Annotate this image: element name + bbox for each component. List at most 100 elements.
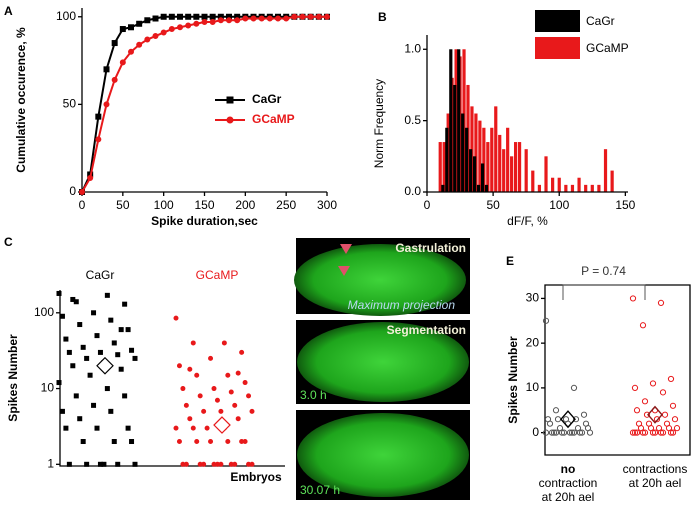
point xyxy=(160,29,167,36)
bar xyxy=(478,120,482,192)
point xyxy=(209,13,216,20)
point xyxy=(580,411,588,418)
x-tick-label: 100 xyxy=(154,198,174,212)
bar xyxy=(474,113,478,192)
significance-bracket xyxy=(562,284,646,300)
point xyxy=(122,393,128,399)
x-axis-label: dF/F, % xyxy=(507,214,548,228)
point xyxy=(132,355,138,361)
y-tick-label: 0 xyxy=(69,184,76,198)
annotation: P = 0.74 xyxy=(581,264,626,278)
point xyxy=(266,15,273,22)
point xyxy=(228,389,234,395)
point xyxy=(168,26,175,33)
point xyxy=(84,355,90,361)
point xyxy=(641,398,649,405)
legend-marker xyxy=(226,116,234,124)
point xyxy=(242,15,249,22)
point xyxy=(669,429,677,436)
legend-label: CaGr xyxy=(252,92,282,106)
bar xyxy=(457,49,461,192)
point xyxy=(667,429,675,436)
point xyxy=(201,13,208,20)
image-time: 30.07 h xyxy=(300,483,340,497)
point xyxy=(242,380,248,386)
point xyxy=(103,66,110,73)
point xyxy=(661,411,669,418)
point xyxy=(201,408,207,414)
point xyxy=(246,393,252,399)
point xyxy=(197,393,203,399)
bar xyxy=(473,156,477,192)
point xyxy=(66,461,72,467)
point xyxy=(550,429,558,436)
point xyxy=(249,461,255,467)
embryo xyxy=(297,322,469,402)
bar xyxy=(590,184,594,192)
point xyxy=(226,17,232,24)
point xyxy=(548,429,556,436)
point xyxy=(208,355,214,361)
point xyxy=(119,59,126,66)
point xyxy=(649,380,657,387)
point xyxy=(132,461,138,467)
point xyxy=(659,429,667,436)
point xyxy=(63,336,69,342)
point xyxy=(217,17,224,24)
bar xyxy=(506,127,510,192)
bar xyxy=(577,177,581,192)
point xyxy=(160,13,167,20)
point xyxy=(659,389,667,396)
point xyxy=(152,33,159,40)
point xyxy=(250,15,257,22)
bar xyxy=(584,184,588,192)
point xyxy=(94,425,100,431)
x-tick-label: at 20h ael xyxy=(629,476,682,490)
bar xyxy=(517,142,522,192)
point xyxy=(91,402,97,408)
point xyxy=(173,315,179,321)
point xyxy=(586,429,594,436)
point xyxy=(639,429,647,436)
point xyxy=(218,408,224,414)
point xyxy=(234,17,241,24)
bar xyxy=(610,170,614,192)
point xyxy=(232,402,238,408)
bar xyxy=(465,127,469,192)
point xyxy=(542,317,550,324)
x-tick-label: 0 xyxy=(424,198,431,212)
legend-swatch xyxy=(535,10,580,32)
point xyxy=(59,313,65,319)
point xyxy=(560,429,568,436)
bar xyxy=(557,177,561,192)
image-time: 3.0 h xyxy=(300,388,327,402)
axis-frame xyxy=(544,284,691,456)
point xyxy=(128,24,134,31)
bar xyxy=(441,184,445,192)
point xyxy=(187,416,193,422)
bar xyxy=(498,134,502,192)
point xyxy=(570,429,578,436)
bar xyxy=(476,184,481,192)
point xyxy=(128,48,134,55)
point xyxy=(239,349,245,355)
image-label: Gastrulation xyxy=(395,241,466,255)
point xyxy=(570,384,578,391)
y-tick-label: 100 xyxy=(34,305,54,319)
point xyxy=(77,322,83,328)
point xyxy=(91,310,97,316)
point xyxy=(108,317,114,323)
bar xyxy=(445,127,449,192)
point xyxy=(187,366,193,372)
point xyxy=(80,344,86,350)
point xyxy=(152,15,159,22)
point xyxy=(101,461,107,467)
point xyxy=(554,416,562,423)
y-axis-label: Spikes Number xyxy=(506,336,520,424)
point xyxy=(144,17,151,24)
point xyxy=(649,429,657,436)
point xyxy=(125,425,131,431)
point xyxy=(56,380,62,386)
bar xyxy=(570,184,575,192)
y-tick-label: 10 xyxy=(41,381,55,395)
